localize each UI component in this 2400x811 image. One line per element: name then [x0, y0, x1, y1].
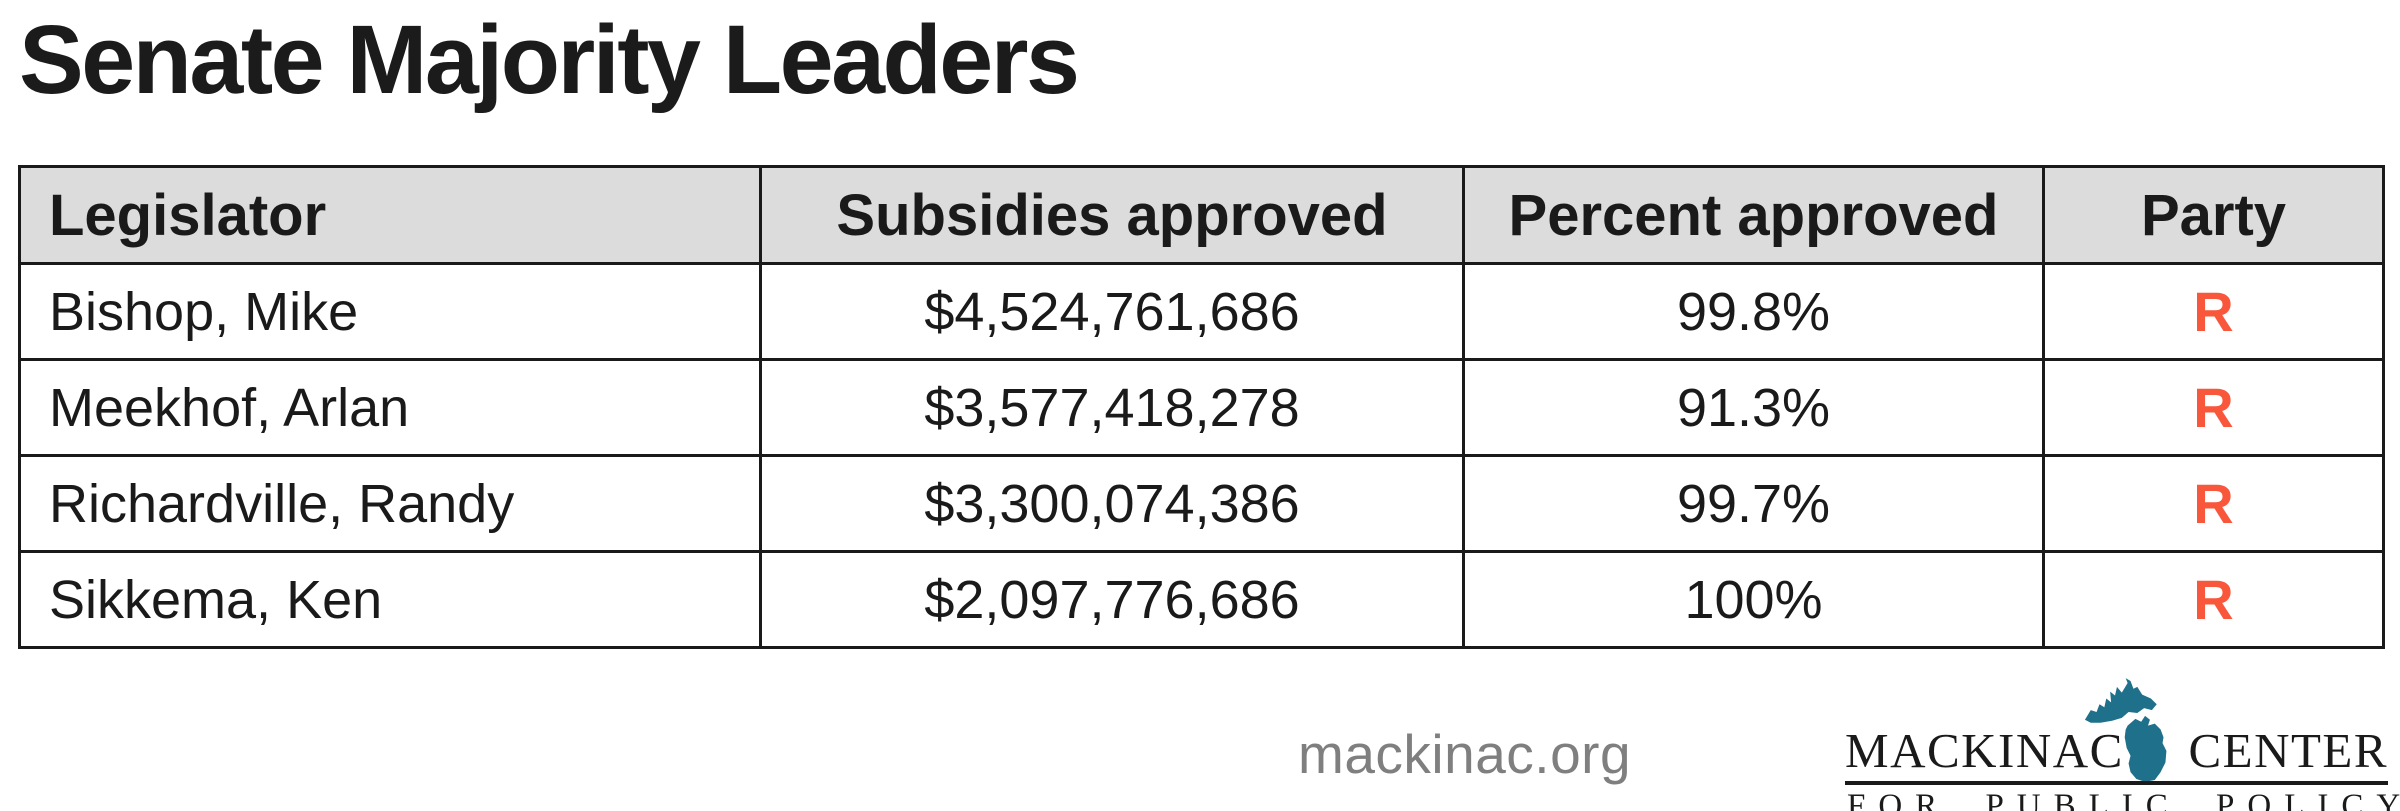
cell-percent: 99.8% [1462, 262, 2045, 361]
cell-subsidies: $3,577,418,278 [759, 358, 1465, 457]
cell-legislator: Sikkema, Ken [18, 550, 762, 649]
mackinac-center-logo: MACKINAC CENTER FOR PUBLIC POLICY [1845, 670, 2400, 811]
cell-subsidies: $4,524,761,686 [759, 262, 1465, 361]
cell-party: R [2042, 262, 2385, 361]
cell-percent: 99.7% [1462, 454, 2045, 553]
logo-wordmark: MACKINAC CENTER [1845, 726, 2388, 775]
cell-percent: 100% [1462, 550, 2045, 649]
legislators-table: Legislator Subsidies approved Percent ap… [18, 165, 2385, 649]
cell-legislator: Meekhof, Arlan [18, 358, 762, 457]
table-row: Richardville, Randy $3,300,074,386 99.7%… [18, 454, 2385, 553]
cell-legislator: Richardville, Randy [18, 454, 762, 553]
logo-word-center: CENTER [2188, 723, 2388, 778]
logo-word-mackinac: MACKINAC [1845, 723, 2124, 778]
table-header-row: Legislator Subsidies approved Percent ap… [18, 165, 2385, 265]
column-header-percent: Percent approved [1462, 165, 2045, 265]
cell-party: R [2042, 358, 2385, 457]
cell-subsidies: $2,097,776,686 [759, 550, 1465, 649]
logo-divider [1845, 781, 2388, 785]
michigan-state-icon [2084, 678, 2167, 782]
cell-percent: 91.3% [1462, 358, 2045, 457]
column-header-party: Party [2042, 165, 2385, 265]
website-link[interactable]: mackinac.org [1298, 723, 1632, 785]
cell-legislator: Bishop, Mike [18, 262, 762, 361]
page-title: Senate Majority Leaders [19, 5, 1080, 114]
cell-party: R [2042, 454, 2385, 553]
cell-party: R [2042, 550, 2385, 649]
column-header-legislator: Legislator [18, 165, 762, 265]
column-header-subsidies: Subsidies approved [759, 165, 1465, 265]
table-row: Sikkema, Ken $2,097,776,686 100% R [18, 550, 2385, 649]
logo-tagline: FOR PUBLIC POLICY [1847, 788, 2400, 811]
table-row: Meekhof, Arlan $3,577,418,278 91.3% R [18, 358, 2385, 457]
cell-subsidies: $3,300,074,386 [759, 454, 1465, 553]
table-row: Bishop, Mike $4,524,761,686 99.8% R [18, 262, 2385, 361]
